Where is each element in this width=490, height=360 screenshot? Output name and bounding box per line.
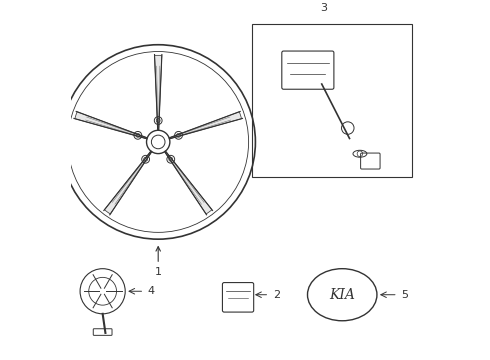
Text: 4: 4: [148, 286, 155, 296]
Text: 1: 1: [155, 247, 162, 277]
Text: 3: 3: [320, 4, 327, 13]
Text: KIA: KIA: [329, 288, 355, 302]
Bar: [252, 24, 412, 177]
Polygon shape: [75, 112, 147, 139]
Polygon shape: [165, 152, 212, 214]
Polygon shape: [154, 55, 162, 129]
Text: 5: 5: [401, 290, 408, 300]
Text: 2: 2: [273, 290, 280, 300]
Polygon shape: [104, 152, 151, 214]
Polygon shape: [170, 112, 242, 139]
